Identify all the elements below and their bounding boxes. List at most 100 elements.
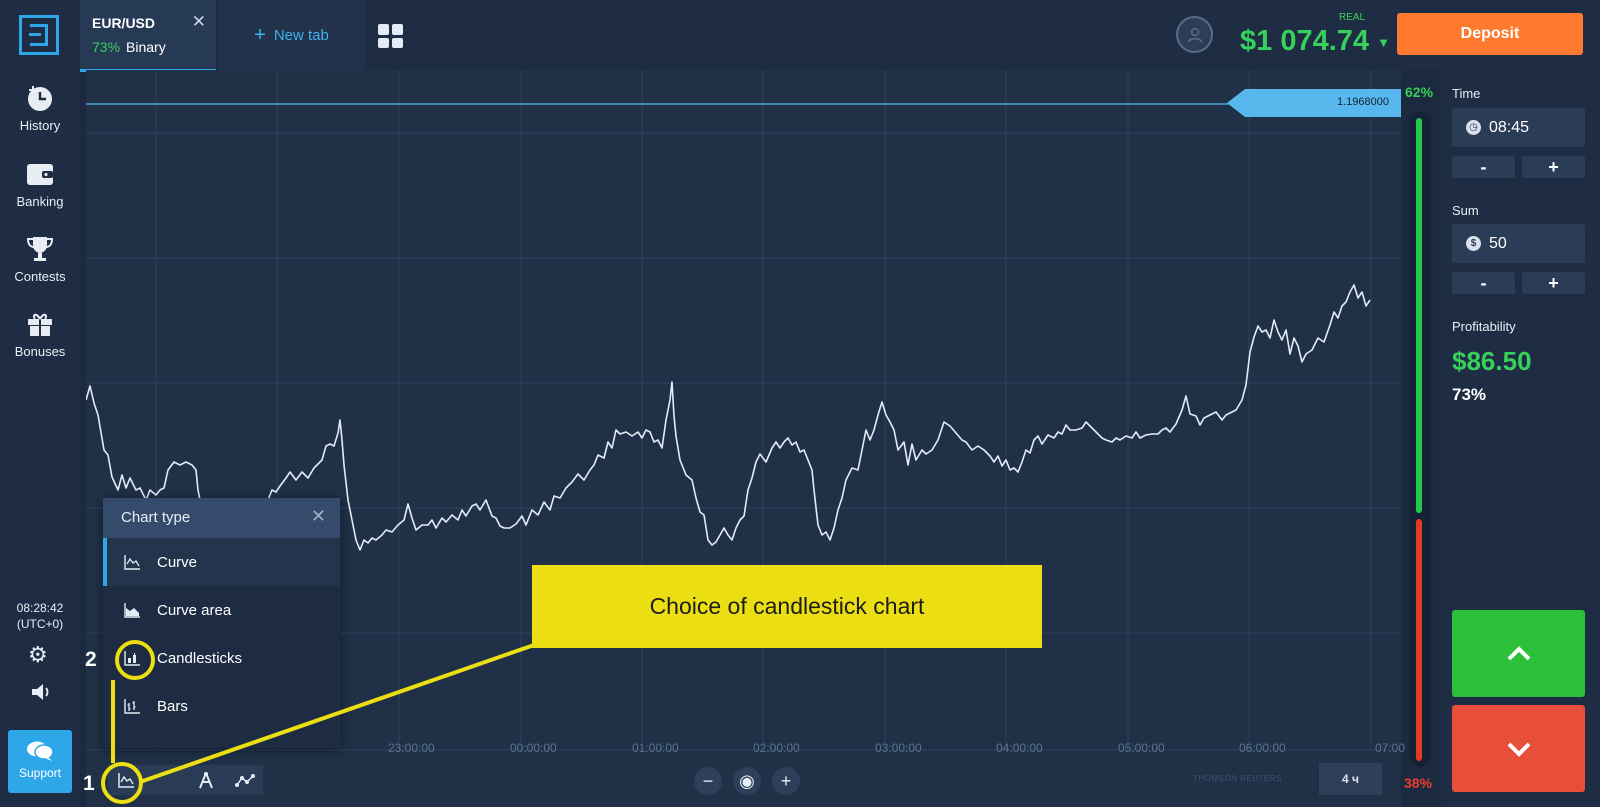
layout-grid-icon[interactable] xyxy=(378,24,403,48)
time-axis-label: 03:00:00 xyxy=(875,741,922,755)
time-axis-label: 02:00:00 xyxy=(753,741,800,755)
plus-icon: + xyxy=(254,23,266,46)
chart-type-header: Chart type ✕ xyxy=(103,498,340,538)
gear-icon[interactable]: ⚙ xyxy=(28,642,48,667)
new-tab-button[interactable]: + New tab xyxy=(218,0,365,70)
bars-icon xyxy=(124,699,140,714)
trophy-icon xyxy=(26,237,54,261)
time-axis-label: 01:00:00 xyxy=(632,741,679,755)
tab-asset-mode: Binary xyxy=(126,39,166,55)
sidebar-item-label: Bonuses xyxy=(14,344,66,359)
chart-type-curve[interactable]: Curve xyxy=(103,538,340,586)
tab-asset-name: EUR/USD xyxy=(92,15,156,31)
account-type: REAL xyxy=(1339,12,1366,23)
curve-icon xyxy=(124,555,140,570)
clock: 08:28:42 (UTC+0) xyxy=(0,600,80,632)
time-axis-label: 00:00:00 xyxy=(510,741,557,755)
chart-type-candlesticks[interactable]: Candlesticks xyxy=(103,634,340,682)
current-price-tag xyxy=(1227,89,1401,117)
new-tab-label: New tab xyxy=(273,26,329,44)
put-down-button[interactable] xyxy=(1452,705,1585,792)
chart-type-label: Candlesticks xyxy=(157,649,243,667)
time-decrease-button[interactable]: - xyxy=(1452,156,1515,178)
speaker-icon[interactable] xyxy=(30,682,52,702)
gift-icon xyxy=(28,313,52,336)
chevron-down-icon xyxy=(1507,742,1530,757)
deposit-button[interactable]: Deposit xyxy=(1397,13,1583,55)
sidebar-item-bonuses[interactable]: Bonuses xyxy=(0,310,80,359)
support-button[interactable]: Support xyxy=(8,730,72,793)
logo[interactable] xyxy=(19,15,59,55)
indicators-icon xyxy=(235,774,255,787)
chart-type-label: Curve area xyxy=(157,601,232,619)
data-vendor-logo: THOMSON REUTERS xyxy=(1193,774,1282,783)
current-price-label: 1.1968000 xyxy=(1337,96,1389,108)
avatar[interactable] xyxy=(1176,16,1213,53)
logo-mark xyxy=(29,24,48,46)
zoom-out-button[interactable]: − xyxy=(694,767,722,795)
clock-time: 08:28:42 xyxy=(16,601,64,615)
time-label: Time xyxy=(1452,86,1481,101)
chart-type-label: Bars xyxy=(157,697,188,715)
chart-tools xyxy=(108,765,263,795)
chart-type-title: Chart type xyxy=(121,509,191,526)
sentiment-up-percent: 62% xyxy=(1405,84,1434,100)
close-icon[interactable]: ✕ xyxy=(310,506,326,526)
sum-increase-button[interactable]: + xyxy=(1522,272,1585,294)
history-icon xyxy=(28,86,52,111)
draw-tool-button[interactable] xyxy=(191,765,221,795)
candlestick-icon xyxy=(124,651,140,666)
chart-type-label: Curve xyxy=(157,553,198,571)
annotation-step-1: 1 xyxy=(83,772,95,795)
caret-down-icon: ▼ xyxy=(1377,34,1390,50)
account-balance[interactable]: $1 074.74 ▼ xyxy=(1240,25,1390,58)
close-icon[interactable]: ✕ xyxy=(191,12,206,31)
time-input[interactable]: ◷ 08:45 xyxy=(1452,108,1585,147)
time-axis-label: 06:00:00 xyxy=(1239,741,1286,755)
sidebar-item-label: Contests xyxy=(14,269,66,284)
profit-value: $86.50 xyxy=(1452,346,1532,376)
dollar-icon: $ xyxy=(1466,236,1481,251)
annotation-callout: Choice of candlestick chart xyxy=(532,565,1042,648)
call-up-button[interactable] xyxy=(1452,610,1585,697)
zoom-in-button[interactable]: + xyxy=(772,767,800,795)
sum-input[interactable]: $ 50 xyxy=(1452,224,1585,263)
sum-decrease-button[interactable]: - xyxy=(1452,272,1515,294)
sum-value: 50 xyxy=(1489,234,1507,252)
chart-type-curve-area[interactable]: Curve area xyxy=(103,586,340,634)
indicators-button[interactable] xyxy=(230,765,260,795)
time-axis-label: 23:00:00 xyxy=(388,741,435,755)
sentiment-down-bar xyxy=(1416,519,1422,761)
period-selector[interactable]: 4 ч xyxy=(1319,763,1382,795)
clock-icon: ◷ xyxy=(1466,120,1481,135)
time-increase-button[interactable]: + xyxy=(1522,156,1585,178)
curve-area-icon xyxy=(124,603,140,618)
tab-asset-percent: 73% xyxy=(92,39,121,55)
compass-icon xyxy=(199,772,213,789)
top-bar: EUR/USD 73% Binary ✕ + New tab REAL $1 07… xyxy=(0,0,1600,72)
chevron-up-icon xyxy=(1507,645,1530,660)
sidebar-item-contests[interactable]: Contests xyxy=(0,235,80,284)
sidebar-item-history[interactable]: History xyxy=(0,84,80,133)
chat-bubble-icon xyxy=(27,741,54,761)
clock-timezone: (UTC+0) xyxy=(16,617,64,631)
tab-asset-info: 73% Binary xyxy=(92,39,166,55)
time-axis-label: 07:00 xyxy=(1375,741,1406,755)
profitability-label: Profitability xyxy=(1452,319,1516,334)
time-axis-label: 05:00:00 xyxy=(1118,741,1165,755)
sidebar-item-label: Banking xyxy=(16,194,64,209)
chart-type-panel: Chart type ✕ Curve Curve area Candlestic… xyxy=(103,498,340,748)
sidebar-item-banking[interactable]: Banking xyxy=(0,160,80,209)
chart-type-button[interactable] xyxy=(111,765,141,795)
sentiment-up-bar xyxy=(1416,118,1422,513)
annotation-step-2: 2 xyxy=(85,648,97,671)
chart-type-bars[interactable]: Bars xyxy=(103,682,340,730)
sentiment-down-percent: 38% xyxy=(1404,775,1433,791)
user-icon xyxy=(1187,27,1202,42)
zoom-reset-button[interactable]: ◉ xyxy=(733,767,761,795)
time-axis-label: 04:00:00 xyxy=(996,741,1043,755)
tab-eur-usd[interactable]: EUR/USD 73% Binary ✕ xyxy=(80,0,216,72)
sum-label: Sum xyxy=(1452,203,1479,218)
curve-icon xyxy=(118,773,134,788)
